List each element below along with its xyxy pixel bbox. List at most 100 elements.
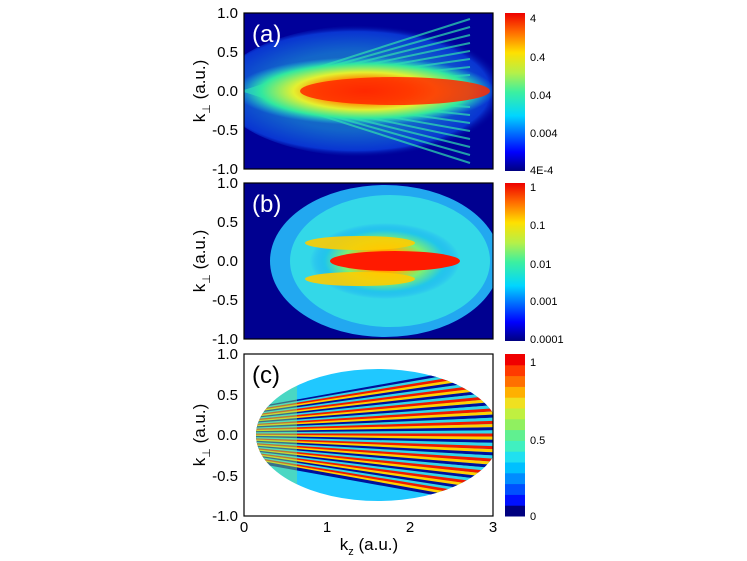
- xtick-label: 1: [323, 519, 331, 536]
- stripe: [256, 427, 493, 435]
- stripe: [256, 447, 493, 475]
- colorbar-band: [505, 354, 525, 366]
- stripe: [256, 439, 493, 453]
- colorbar-band: [505, 386, 525, 398]
- y-ticks-b: 1.0 0.5 0.0 -0.5 -1.0: [212, 175, 238, 348]
- y-axis-label-c: k⊥ (a.u.): [190, 404, 213, 467]
- ytick-label: 0.0: [217, 83, 238, 100]
- colorbar-band: [505, 472, 525, 485]
- ytick-label: 0.5: [217, 214, 238, 231]
- stripe: [256, 417, 493, 431]
- colorbar-band: [505, 440, 525, 452]
- cbar-tick: 4E-4: [530, 165, 553, 177]
- cbar-tick: 0.01: [530, 259, 551, 271]
- ytick-label: -0.5: [212, 122, 238, 139]
- stripe: [256, 451, 493, 485]
- colorbar-band: [505, 418, 525, 431]
- stripe: [256, 411, 493, 429]
- y-ticks-a: 1.0 0.5 0.0 -0.5 -1.0: [212, 5, 238, 178]
- colorbar-b: [505, 183, 525, 341]
- stripe: [256, 449, 493, 479]
- ytick-label: 1.0: [217, 346, 238, 363]
- ytick-label: 0.0: [217, 253, 238, 270]
- ytick-label: -0.5: [212, 468, 238, 485]
- colorbar-ticks-a: 4 0.4 0.04 0.004 4E-4: [530, 13, 558, 177]
- stripe: [256, 444, 493, 466]
- ytick-label: -1.0: [212, 331, 238, 348]
- panel-label-b: (b): [252, 191, 281, 218]
- ytick-label: -0.5: [212, 292, 238, 309]
- stripe: [256, 435, 493, 443]
- cbar-tick: 1: [530, 357, 536, 369]
- cbar-tick: 0.04: [530, 90, 551, 102]
- colorbar-band: [505, 462, 525, 474]
- cbar-tick: 0.1: [530, 220, 545, 232]
- ytick-label: -1.0: [212, 161, 238, 178]
- cbar-tick: 0.4: [530, 52, 545, 64]
- stripe: [256, 391, 493, 421]
- colorbar-band: [505, 483, 525, 495]
- stripe: [256, 382, 493, 418]
- cbar-tick: 0: [530, 511, 536, 523]
- stripe: [256, 404, 493, 426]
- stripe: [256, 437, 493, 447]
- stripe: [256, 441, 493, 459]
- colorbar-band: [505, 408, 525, 420]
- colorbar-band: [505, 364, 525, 377]
- stripe: [256, 445, 493, 469]
- colorbar-ticks-b: 1 0.1 0.01 0.001 0.0001: [530, 182, 564, 346]
- xtick-label: 0: [240, 519, 248, 536]
- stripe: [256, 414, 493, 430]
- colorbar-band: [505, 397, 525, 409]
- panel-b: (b) 1.0 0.5 0.0 -0.5 -1.0 k⊥ (a.u.) 1 0.…: [190, 175, 564, 348]
- cbar-tick: 1: [530, 182, 536, 194]
- colorbar-band: [505, 375, 525, 387]
- stripe: [256, 379, 493, 417]
- colorbar-band: [505, 494, 525, 506]
- colorbar-band: [505, 451, 525, 463]
- ytick-label: 0.0: [217, 427, 238, 444]
- plot-frame-a: [243, 12, 494, 170]
- x-ticks-c: 0 1 2 3: [240, 519, 497, 536]
- stripe: [256, 434, 493, 440]
- stripe: [256, 440, 493, 456]
- cbar-tick: 4: [530, 13, 536, 25]
- ytick-label: -1.0: [212, 508, 238, 525]
- stripe: [256, 452, 493, 488]
- stripe: [256, 401, 493, 425]
- colorbar-ticks-c: 1 0.5 0: [530, 357, 545, 523]
- ytick-label: 0.5: [217, 387, 238, 404]
- cbar-tick: 0.0001: [530, 334, 564, 346]
- plot-frame-b: [243, 182, 494, 340]
- cbar-tick: 0.001: [530, 296, 558, 308]
- xtick-label: 2: [406, 519, 414, 536]
- cbar-tick: 0.5: [530, 435, 545, 447]
- panel-a: (a) 1.0 0.5 0.0 -0.5 -1.0 k⊥ (a.u.) 4 0.…: [190, 5, 558, 178]
- colorbar-c: [505, 354, 525, 517]
- y-axis-label-b: k⊥ (a.u.): [190, 230, 213, 293]
- stripe: [256, 446, 493, 472]
- stripe: [256, 420, 493, 432]
- x-axis-label: kz (a.u.): [340, 535, 398, 558]
- stripe: [256, 443, 493, 463]
- stripe: [256, 423, 493, 433]
- colorbar-band: [505, 505, 525, 517]
- y-axis-label-a: k⊥ (a.u.): [190, 60, 213, 123]
- colorbar-a: [505, 13, 525, 171]
- ytick-label: 1.0: [217, 5, 238, 22]
- ytick-label: 1.0: [217, 175, 238, 192]
- stripe: [256, 385, 493, 419]
- stripe: [256, 438, 493, 450]
- heatmap-c: [244, 354, 493, 516]
- stripe: [256, 398, 493, 424]
- ytick-label: 0.5: [217, 44, 238, 61]
- heatmap-a: [244, 13, 493, 169]
- stripe: [256, 388, 493, 420]
- panel-c: (c) 1.0 0.5 0.0 -0.5 -1.0 k⊥ (a.u.) 0 1 …: [190, 346, 545, 558]
- stripe: [256, 430, 493, 436]
- xtick-label: 3: [489, 519, 497, 536]
- stripe: [256, 395, 493, 423]
- panel-label-c: (c): [252, 362, 280, 389]
- panel-label-a: (a): [252, 21, 281, 48]
